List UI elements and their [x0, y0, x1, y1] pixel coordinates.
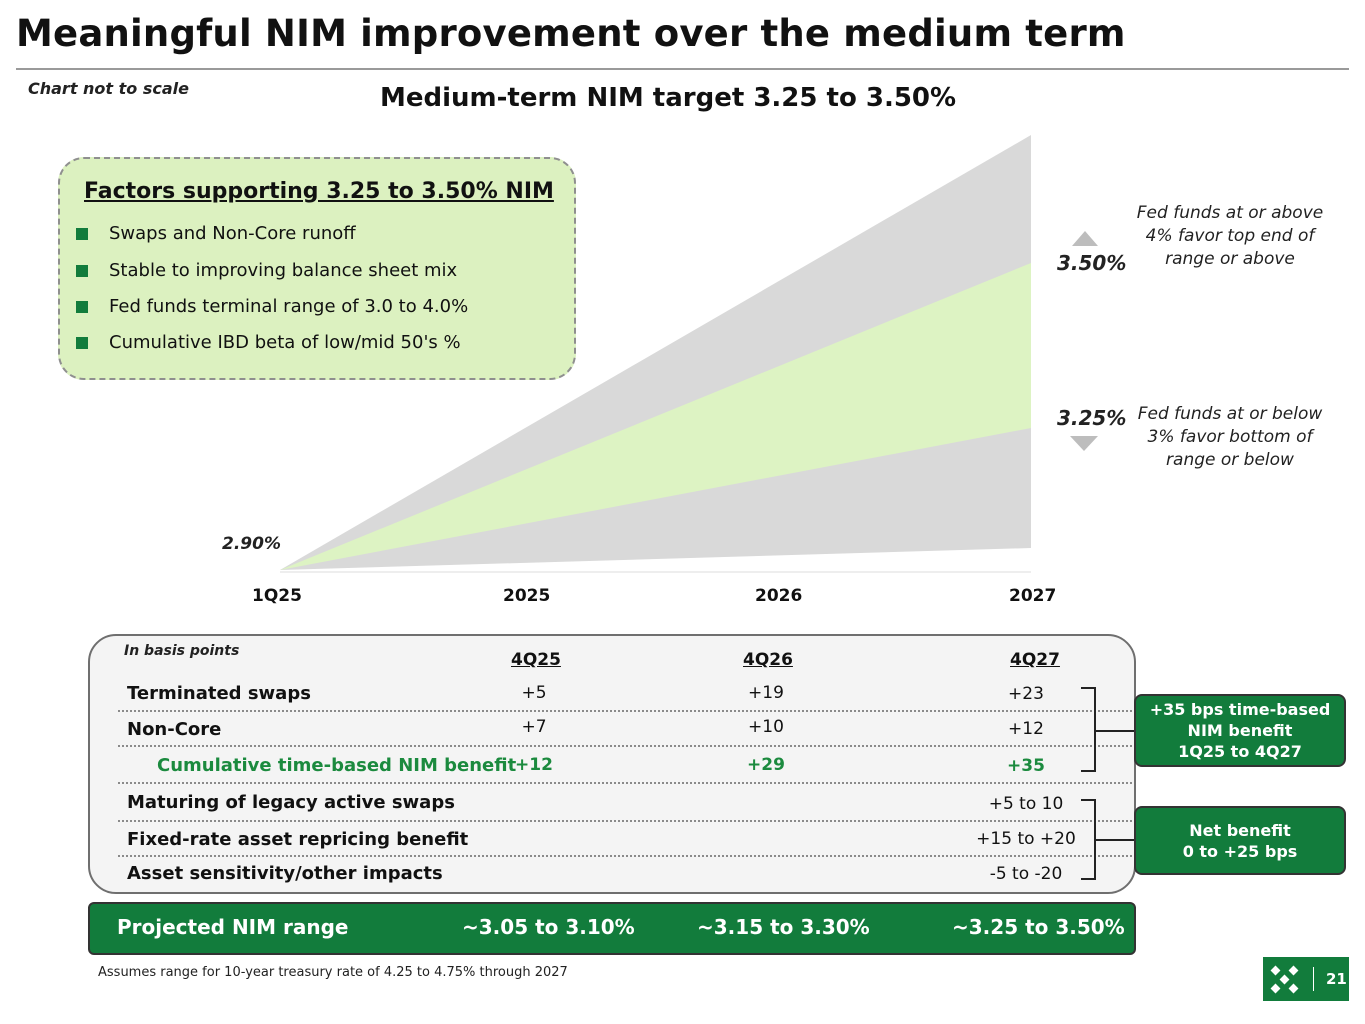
callout-brackets: [1081, 687, 1137, 880]
x-tick-label: 2026: [755, 586, 803, 606]
callout-line: +35 bps time-based: [1149, 700, 1331, 719]
net-benefit-callout: Net benefit 0 to +25 bps: [1134, 806, 1346, 875]
table-row-label: Cumulative time-based NIM benefit: [157, 755, 517, 776]
x-tick-label: 2025: [503, 586, 551, 606]
target-low-label: 3.25%: [1057, 406, 1127, 430]
bps-table: [88, 634, 1136, 894]
projected-nim-value: ~3.15 to 3.30%: [697, 915, 870, 939]
callout-line: Net benefit: [1189, 820, 1291, 840]
footnote: Assumes range for 10-year treasury rate …: [98, 965, 568, 980]
projected-nim-bar: [88, 902, 1136, 955]
table-row-label: Maturing of legacy active swaps: [127, 792, 455, 813]
table-row-label: Asset sensitivity/other impacts: [127, 863, 443, 884]
table-cell: +7: [521, 717, 547, 737]
row-divider: [118, 855, 1132, 857]
table-cell: +12: [1008, 719, 1044, 739]
table-cell: +15 to +20: [976, 829, 1076, 849]
bracket-net-benefit: [1081, 799, 1096, 880]
table-row-label: Non-Core: [127, 719, 222, 740]
start-value-label: 2.90%: [222, 534, 281, 554]
x-tick-label: 2027: [1009, 586, 1057, 606]
fed-funds-low-note: Fed funds at or below 3% favor bottom of…: [1137, 404, 1323, 470]
callout-line: 1Q25 to 4Q27: [1178, 742, 1302, 761]
table-cell: +35: [1007, 756, 1045, 776]
logo-divider: [1313, 967, 1314, 991]
column-header: 4Q25: [511, 650, 561, 670]
chart-title: Medium-term NIM target 3.25 to 3.50%: [380, 83, 957, 113]
factors-panel: [58, 157, 576, 380]
x-tick-label: 1Q25: [252, 586, 302, 606]
target-high-label: 3.50%: [1057, 251, 1127, 275]
factors-heading: Factors supporting 3.25 to 3.50% NIM: [84, 179, 554, 204]
column-header: 4Q26: [743, 650, 793, 670]
page-title: Meaningful NIM improvement over the medi…: [16, 12, 1126, 55]
fed-funds-high-note: Fed funds at or above 4% favor top end o…: [1136, 203, 1324, 269]
brand-logo: [1263, 957, 1349, 1001]
factor-item: Cumulative IBD beta of low/mid 50's %: [76, 332, 461, 353]
nim-wedge-chart: [280, 135, 1098, 573]
factor-text: Swaps and Non-Core runoff: [109, 223, 356, 244]
arrow-up-icon: [1072, 231, 1098, 246]
title-divider: [16, 68, 1349, 70]
row-divider: [118, 745, 1132, 747]
table-unit-note: In basis points: [124, 643, 240, 659]
projected-nim-value: ~3.25 to 3.50%: [952, 915, 1125, 939]
bullet-square-icon: [76, 300, 88, 313]
table-cell: +23: [1008, 684, 1044, 704]
callout-line: 0 to +25 bps: [1182, 841, 1298, 861]
table-cell: +10: [748, 717, 784, 737]
table-cell: +5 to 10: [988, 794, 1064, 814]
table-cell: -5 to -20: [989, 864, 1063, 884]
bank-logo-icon: [1270, 965, 1299, 994]
table-row-label: Fixed-rate asset repricing benefit: [127, 829, 469, 850]
table-cell: +5: [521, 683, 547, 703]
target-band-area: [280, 263, 1031, 570]
callout-line: NIM benefit: [1187, 721, 1293, 740]
page-number: 21: [1326, 970, 1347, 988]
column-header: 4Q27: [1010, 650, 1060, 670]
arrow-down-icon: [1070, 436, 1098, 451]
bullet-square-icon: [76, 264, 88, 277]
table-row-label: Terminated swaps: [127, 683, 311, 704]
bullet-square-icon: [76, 227, 88, 240]
projected-nim-label: Projected NIM range: [117, 915, 349, 939]
row-divider: [118, 710, 1132, 712]
bracket-time-based: [1081, 687, 1096, 772]
row-divider: [118, 820, 1132, 822]
factor-text: Cumulative IBD beta of low/mid 50's %: [109, 332, 461, 353]
table-cell: +19: [748, 683, 784, 703]
row-divider: [118, 782, 1132, 784]
factor-item: Stable to improving balance sheet mix: [76, 260, 457, 281]
factor-text: Fed funds terminal range of 3.0 to 4.0%: [109, 296, 469, 317]
chart-scale-note: Chart not to scale: [28, 79, 189, 98]
factor-item: Swaps and Non-Core runoff: [76, 223, 356, 244]
table-cell: +12: [515, 755, 553, 775]
factor-item: Fed funds terminal range of 3.0 to 4.0%: [76, 296, 468, 317]
projected-nim-value: ~3.05 to 3.10%: [462, 915, 635, 939]
table-cell: +29: [747, 755, 785, 775]
time-based-benefit-callout: +35 bps time-based NIM benefit 1Q25 to 4…: [1134, 694, 1346, 767]
bullet-square-icon: [76, 336, 88, 349]
factor-text: Stable to improving balance sheet mix: [109, 260, 458, 281]
